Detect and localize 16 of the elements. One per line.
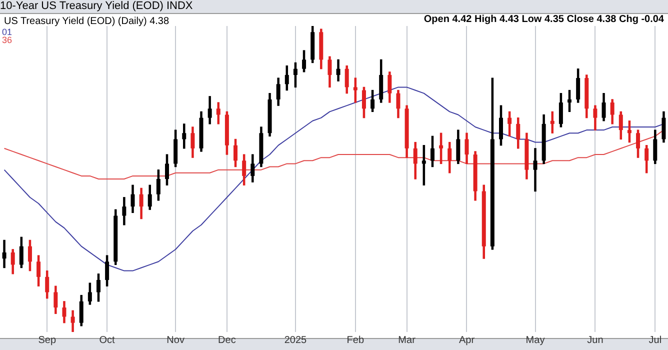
- x-tick-label: 2025: [284, 334, 308, 346]
- x-tick-label: Sep: [38, 334, 56, 346]
- annotation: 36: [2, 35, 12, 45]
- x-tick-label: Jul: [648, 334, 662, 346]
- x-tick-label: Nov: [166, 334, 184, 346]
- annotation: 01: [2, 27, 12, 37]
- chart-title: 10-Year US Treasury Yield (EOD) INDX: [0, 0, 668, 14]
- x-tick-label: Mar: [398, 334, 416, 346]
- chart-subtitle: US Treasury Yield (EOD) (Daily) 4.38: [4, 16, 170, 27]
- x-tick-label: Jun: [587, 334, 604, 346]
- x-tick-label: Apr: [458, 334, 476, 346]
- x-tick-label: Feb: [346, 334, 364, 346]
- text: Open 4.42 High 4.43 Low 4.35 Close 4.38 Chg -0.04: [424, 14, 664, 25]
- x-tick-label: Dec: [218, 334, 236, 346]
- x-tick-label: May: [526, 334, 545, 346]
- x-tick-label: Oct: [99, 334, 116, 346]
